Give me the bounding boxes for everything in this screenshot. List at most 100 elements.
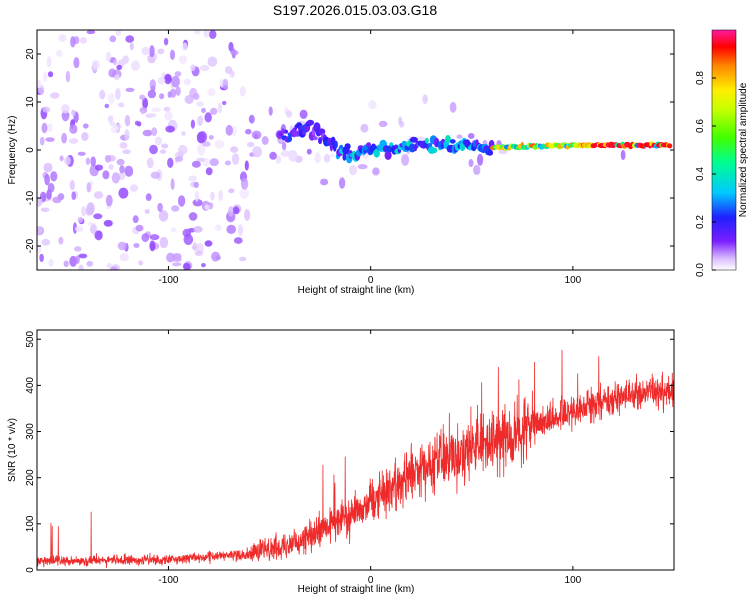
heatmap-cell [104,103,110,109]
x-tick-label: 0 [368,275,374,286]
chart-title: S197.2026.015.03.03.G18 [273,2,437,18]
heatmap-cell [141,233,150,243]
heatmap-cell [151,127,158,137]
heatmap-cell [92,59,100,70]
heatmap-cell [473,164,481,176]
heatmap-cell [82,123,89,129]
heatmap-cell [81,206,87,217]
heatmap-cell [288,150,298,162]
heatmap-cell [157,202,163,212]
heatmap-cell [178,55,187,64]
heatmap-cell [194,30,201,35]
heatmap-cell [239,256,247,262]
heatmap-cell [134,120,139,126]
heatmap-cell [37,79,42,89]
heatmap-ridge-cell [318,137,323,145]
heatmap-cell [175,86,181,96]
heatmap-cell [94,230,103,241]
heatmap-cell [95,164,103,171]
heatmap-cell [61,132,67,144]
heatmap-cell [174,71,182,77]
heatmap-cell [42,106,51,113]
heatmap-cell [314,152,321,164]
heatmap-cell [107,115,114,123]
heatmap-ridge-cell [432,147,438,154]
heatmap-cell [208,135,214,140]
heatmap-cell [163,37,169,46]
heatmap-cell [172,257,182,262]
heatmap-cell [149,45,155,58]
heatmap-cell [59,155,64,162]
heatmap-cell [148,113,157,118]
heatmap-cell [48,258,54,267]
heatmap-cell [151,107,161,113]
heatmap-cell [251,130,262,140]
heatmap-cell [105,51,112,62]
heatmap-cell [69,180,75,191]
heatmap-cell [171,75,180,88]
heatmap-cell [158,210,169,222]
heatmap-cell [149,240,156,252]
heatmap-cell [378,120,388,128]
heatmap-cell [109,35,117,43]
heatmap-cell [163,106,171,112]
heatmap-cell [232,206,240,215]
colorbar: 0.0 0.2 0.4 0.6 0.8 Normalized spectral ampl… [695,29,749,277]
heatmap-cell [64,156,71,166]
x-tick-label: -100 [158,275,178,286]
y-tick-label: 400 [25,377,36,394]
heatmap-cell [198,131,208,143]
heatmap-cell [188,175,198,182]
heatmap-ridge-cell [666,143,673,149]
heatmap-cell [620,149,626,161]
heatmap-cell [106,262,113,269]
heatmap-cell [108,92,115,104]
heatmap-cell [154,136,163,146]
heatmap-cell [150,171,161,179]
heatmap-cell [159,93,165,100]
heatmap-cell [118,187,129,199]
heatmap-cell [261,136,269,145]
heatmap-cell [240,178,249,190]
colorbar-tick-label: 0.4 [695,167,706,181]
heatmap-cell [286,110,293,118]
snr-y-ticks: 0 100 200 300 400 500 [25,330,674,573]
heatmap-cell [449,101,457,113]
heatmap-cell [113,59,118,66]
heatmap-cell [175,156,184,163]
heatmap-cell [157,48,165,55]
heatmap-cell [203,30,210,38]
heatmap-cell [47,123,53,133]
heatmap-cell [299,109,308,120]
x-tick-label: -100 [158,575,178,586]
spectrogram-x-label: Height of straight line (km) [298,285,415,296]
heatmap-cell [90,224,97,235]
snr-panel: -100 0 100 0 100 200 300 400 500 Height of stra… [7,329,675,595]
heatmap-cell [306,148,312,155]
heatmap-cell [146,157,154,169]
heatmap-cell [69,124,78,134]
colorbar-ticks: 0.0 0.2 0.4 0.6 0.8 [695,71,716,277]
heatmap-cell [320,178,329,186]
heatmap-ridge-cell [425,137,429,144]
heatmap-cell [77,151,86,156]
heatmap-cell [218,190,223,201]
heatmap-cell [70,36,76,48]
heatmap-cell [37,197,43,207]
heatmap-cell [199,64,210,72]
heatmap-cell [330,153,335,158]
heatmap-cell [357,164,368,170]
y-tick-label: 0 [25,567,36,573]
heatmap-cell [110,126,120,134]
heatmap-cell [79,37,87,44]
x-tick-label: 100 [565,575,582,586]
heatmap-cell [93,191,104,199]
heatmap-cell [171,205,180,212]
heatmap-cell [192,93,200,100]
heatmap-ridge-cell [306,119,315,126]
heatmap-cell [201,141,211,147]
heatmap-cell [145,193,152,202]
heatmap-ridge-cell [449,139,456,144]
heatmap-cell [149,144,158,155]
